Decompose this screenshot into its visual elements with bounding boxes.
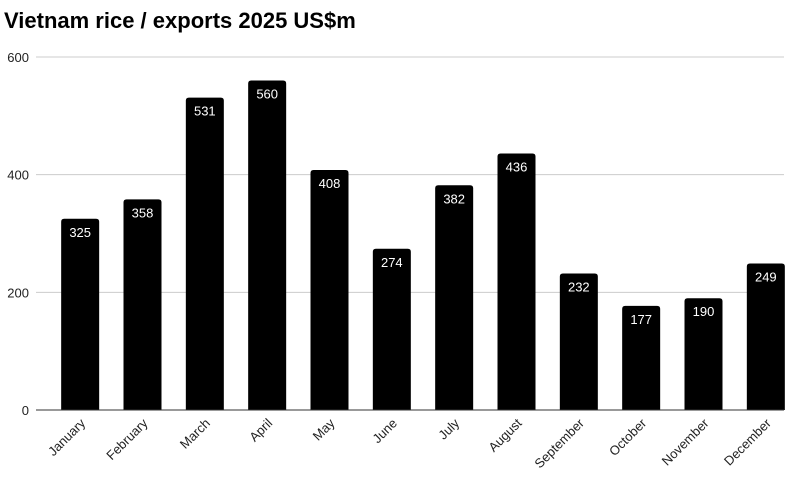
x-tick-label: June xyxy=(369,416,400,447)
bar-july xyxy=(435,185,474,410)
x-tick-label: February xyxy=(103,415,151,463)
data-label: 190 xyxy=(693,304,715,319)
bar-april xyxy=(248,80,287,411)
data-label: 382 xyxy=(443,191,465,206)
chart-title: Vietnam rice / exports 2025 US$m xyxy=(4,8,356,33)
bars xyxy=(61,80,785,411)
data-label: 325 xyxy=(69,225,91,240)
data-label: 249 xyxy=(755,270,777,285)
x-tick-label: July xyxy=(435,415,462,442)
bar-december xyxy=(746,263,785,410)
data-label: 274 xyxy=(381,255,403,270)
bar-august xyxy=(497,153,536,410)
x-tick-label: December xyxy=(721,415,774,468)
x-tick-label: May xyxy=(310,415,338,443)
bar-may xyxy=(310,169,349,410)
data-label: 408 xyxy=(319,176,341,191)
data-label: 560 xyxy=(256,87,278,102)
bar-june xyxy=(372,248,411,410)
bar-november xyxy=(684,298,723,410)
data-label: 531 xyxy=(194,104,216,119)
y-tick-label: 600 xyxy=(7,50,29,65)
x-tick-label: November xyxy=(659,415,712,468)
x-tick-label: October xyxy=(606,415,650,459)
bar-march xyxy=(185,97,224,410)
x-tick-label: January xyxy=(45,415,89,459)
x-tick-label: April xyxy=(246,415,275,444)
x-tick-label: March xyxy=(177,416,213,452)
y-tick-label: 400 xyxy=(7,168,29,183)
bar-february xyxy=(123,199,162,410)
data-label: 358 xyxy=(132,205,154,220)
bar-january xyxy=(61,218,100,410)
data-label: 177 xyxy=(630,312,652,327)
x-tick-label: September xyxy=(531,415,587,471)
bar-september xyxy=(559,273,598,410)
data-label: 436 xyxy=(506,159,528,174)
data-labels: 325 358 531 560 408 274 382 436 232 177 190 249 xyxy=(69,87,776,327)
y-axis-ticks: 0 200 400 600 xyxy=(7,50,29,418)
data-label: 232 xyxy=(568,280,590,295)
bar-october xyxy=(622,305,661,410)
y-tick-label: 200 xyxy=(7,285,29,300)
x-axis-ticks: January February March April May June July Augu… xyxy=(45,415,774,471)
y-tick-label: 0 xyxy=(22,403,29,418)
x-tick-label: August xyxy=(485,415,524,454)
